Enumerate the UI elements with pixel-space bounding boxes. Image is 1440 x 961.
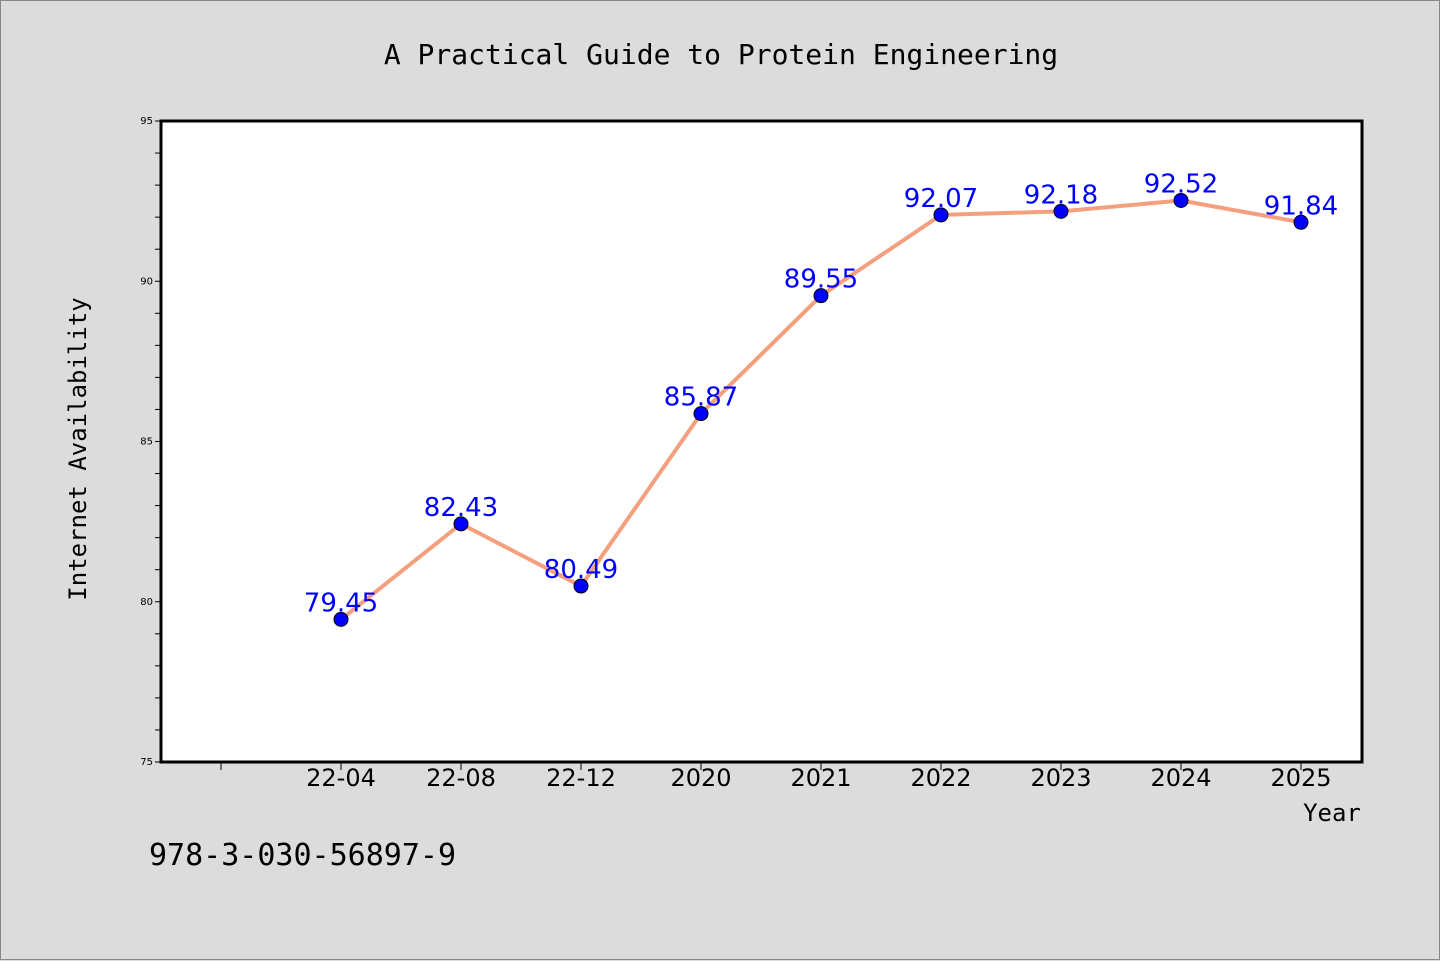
y-tick-label: 95 <box>140 116 153 127</box>
data-point <box>933 207 949 223</box>
x-tick-label: 2025 <box>1270 764 1331 792</box>
x-tick-label: 2023 <box>1030 764 1091 792</box>
y-tick-label: 85 <box>140 437 153 448</box>
x-tick-label: 2020 <box>670 764 731 792</box>
x-tick-label: 2021 <box>790 764 851 792</box>
data-point <box>1173 192 1189 208</box>
isbn-footer: 978-3-030-56897-9 <box>149 838 456 873</box>
series-line-group <box>333 192 1309 627</box>
x-tick-label: 2022 <box>910 764 971 792</box>
y-tick-label: 80 <box>140 597 153 608</box>
x-axis: 22-04 22-08 22-12 2020 2021 2022 2023 2024 2025 <box>220 762 1332 792</box>
chart-title: A Practical Guide to Protein Engineering <box>384 38 1058 71</box>
data-point <box>573 578 589 594</box>
x-axis-label: Year <box>1303 799 1361 827</box>
data-label: 80.49 <box>544 555 618 585</box>
y-axis: 75 80 85 90 95 <box>140 116 161 768</box>
y-tick-label: 90 <box>140 276 153 287</box>
data-point <box>333 611 349 627</box>
data-label: 92.52 <box>1144 169 1218 199</box>
data-point <box>1293 214 1309 230</box>
x-tick-label: 22-12 <box>546 764 616 792</box>
data-labels-group: 79.45 82.43 80.49 85.87 89.55 92.07 92.18 92.52… <box>304 169 1338 618</box>
plot-area <box>159 119 1364 764</box>
data-point <box>453 516 469 532</box>
data-point <box>693 406 709 422</box>
data-label: 92.18 <box>1024 180 1098 210</box>
x-tick-label: 22-04 <box>306 764 376 792</box>
data-label: 89.55 <box>784 265 858 295</box>
y-tick-label: 75 <box>140 757 153 768</box>
data-label: 82.43 <box>424 493 498 523</box>
data-point <box>813 288 829 304</box>
data-label: 91.84 <box>1264 191 1338 221</box>
data-label: 92.07 <box>904 184 978 214</box>
y-axis-label: Internet Availability <box>64 297 92 600</box>
data-point <box>1053 203 1069 219</box>
x-tick-label: 2024 <box>1150 764 1211 792</box>
data-label: 85.87 <box>664 383 738 413</box>
x-tick-label: 22-08 <box>426 764 496 792</box>
data-label: 79.45 <box>304 588 378 618</box>
